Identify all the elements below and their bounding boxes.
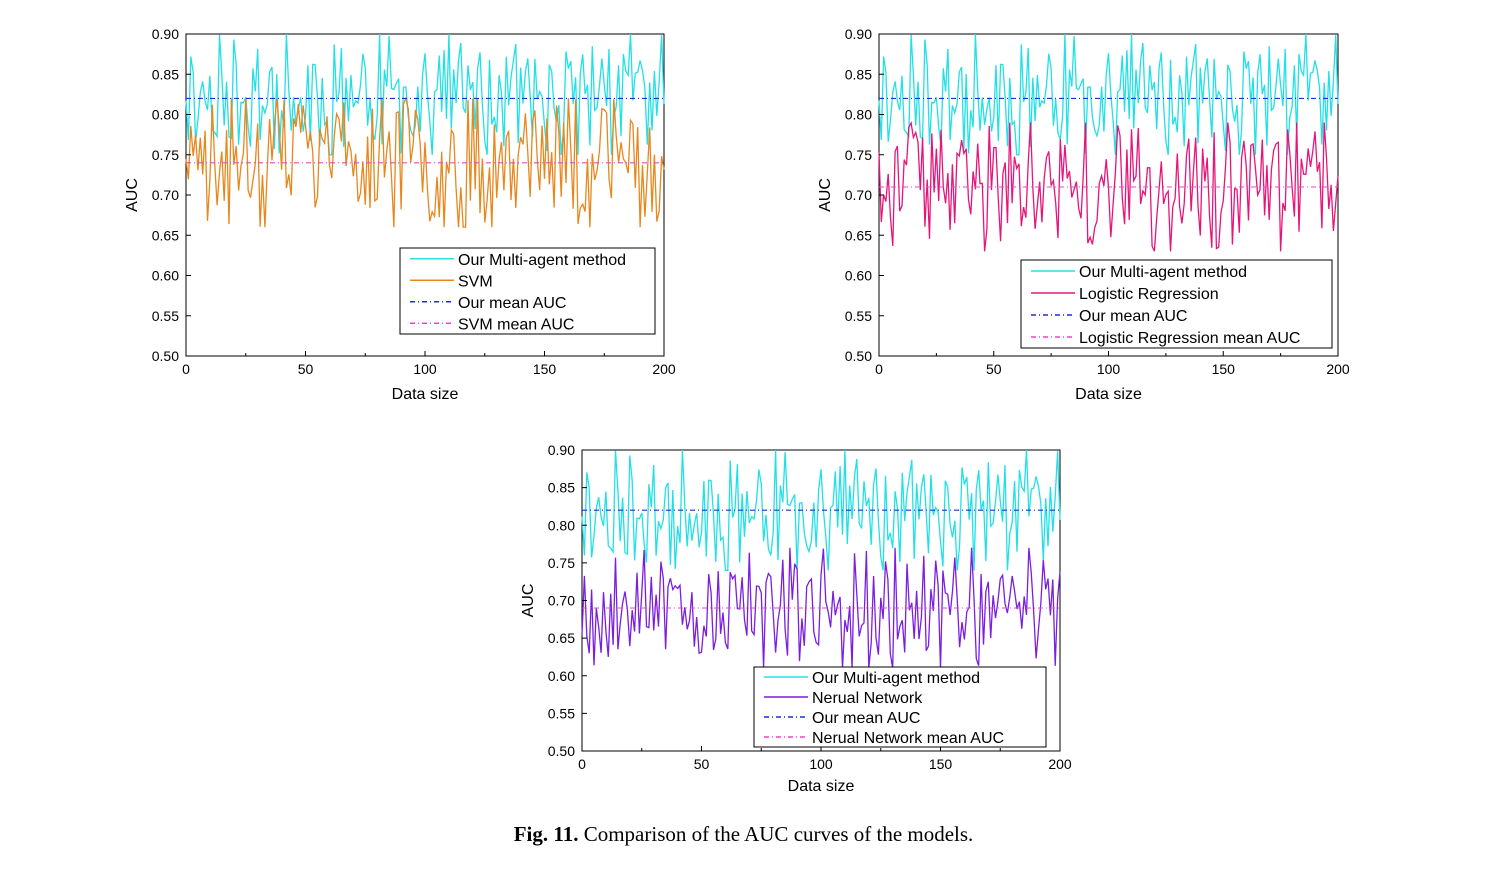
- x-tick-label: 200: [1326, 361, 1350, 377]
- x-axis-label: Data size: [1075, 386, 1142, 403]
- y-tick-label: 0.55: [845, 308, 872, 324]
- caption-text: Comparison of the AUC curves of the mode…: [584, 822, 974, 846]
- y-tick-label: 0.80: [152, 107, 179, 123]
- y-tick-label: 0.75: [548, 555, 575, 571]
- y-tick-label: 0.65: [845, 227, 872, 243]
- y-tick-label: 0.75: [152, 147, 179, 163]
- legend: Our Multi-agent method SVM Our mean AUC SVM…: [400, 248, 655, 334]
- y-tick-label: 0.90: [152, 26, 179, 42]
- x-axis-label: Data size: [788, 778, 855, 795]
- y-tick-label: 0.80: [845, 107, 872, 123]
- x-tick-label: 100: [413, 361, 437, 377]
- y-tick-label: 0.85: [152, 66, 179, 82]
- y-tick-label: 0.90: [548, 442, 575, 458]
- y-tick-label: 0.70: [548, 593, 575, 609]
- x-axis-label: Data size: [392, 386, 459, 403]
- x-tick-label: 50: [694, 756, 710, 772]
- y-tick-label: 0.50: [845, 348, 872, 364]
- x-tick-label: 150: [533, 361, 557, 377]
- x-tick-label: 100: [1097, 361, 1121, 377]
- x-tick-label: 200: [652, 361, 676, 377]
- legend-label-1: Our Multi-agent method: [812, 670, 980, 687]
- y-tick-label: 0.50: [548, 743, 575, 759]
- y-tick-label: 0.60: [845, 268, 872, 284]
- legend-label-3: Our mean AUC: [1079, 308, 1187, 325]
- legend-label-1: Our Multi-agent method: [458, 252, 626, 269]
- legend-label-2: Nerual Network: [812, 690, 923, 707]
- y-tick-label: 0.60: [152, 268, 179, 284]
- x-tick-label: 200: [1048, 756, 1072, 772]
- y-tick-label: 0.85: [845, 66, 872, 82]
- y-axis-label: AUC: [817, 178, 834, 212]
- x-tick-label: 50: [986, 361, 1002, 377]
- x-tick-label: 50: [298, 361, 314, 377]
- caption-label: Fig. 11.: [514, 822, 579, 846]
- legend: Our Multi-agent method Nerual Network Our …: [754, 667, 1046, 747]
- legend-label-4: Nerual Network mean AUC: [812, 730, 1004, 747]
- y-tick-label: 0.65: [152, 227, 179, 243]
- y-tick-label: 0.55: [152, 308, 179, 324]
- series-line-2: [582, 548, 1060, 668]
- legend-label-1: Our Multi-agent method: [1079, 264, 1247, 281]
- y-tick-label: 0.80: [548, 517, 575, 533]
- y-tick-label: 0.75: [845, 147, 872, 163]
- y-tick-label: 0.55: [548, 705, 575, 721]
- legend-label-2: SVM: [458, 273, 493, 290]
- y-axis-label: AUC: [124, 178, 141, 212]
- y-tick-label: 0.65: [548, 630, 575, 646]
- x-tick-label: 150: [1212, 361, 1236, 377]
- y-tick-label: 0.60: [548, 668, 575, 684]
- series-line-2: [186, 98, 664, 227]
- y-tick-label: 0.70: [845, 187, 872, 203]
- y-tick-label: 0.90: [845, 26, 872, 42]
- chart-3: 0 50 100 150 200 0.50 0.55 0.60 0.65 0.70 0.75 0.80…: [520, 442, 1072, 795]
- chart-2: 0 50 100 150 200 0.50 0.55 0.60 0.65 0.70 0.75 0.80…: [817, 26, 1350, 403]
- y-tick-label: 0.85: [548, 480, 575, 496]
- figure-caption: Fig. 11. Comparison of the AUC curves of…: [0, 822, 1487, 847]
- chart-1: 0 50 100 150 200 0.50 0.55 0.60 0.65 0.70 0.75 0.80…: [124, 26, 676, 403]
- legend-label-3: Our mean AUC: [458, 295, 566, 312]
- series-line-1: [582, 450, 1060, 570]
- y-tick-label: 0.50: [152, 348, 179, 364]
- legend-label-4: Logistic Regression mean AUC: [1079, 330, 1300, 347]
- y-tick-label: 0.70: [152, 187, 179, 203]
- x-tick-label: 0: [578, 756, 586, 772]
- x-tick-label: 150: [929, 756, 953, 772]
- x-tick-label: 100: [809, 756, 833, 772]
- legend-label-2: Logistic Regression: [1079, 286, 1219, 303]
- x-tick-label: 0: [875, 361, 883, 377]
- legend-label-3: Our mean AUC: [812, 710, 920, 727]
- series-line-1: [879, 34, 1338, 155]
- y-axis-label: AUC: [520, 584, 537, 618]
- legend: Our Multi-agent method Logistic Regressio…: [1021, 260, 1332, 348]
- x-tick-label: 0: [182, 361, 190, 377]
- legend-label-4: SVM mean AUC: [458, 316, 574, 333]
